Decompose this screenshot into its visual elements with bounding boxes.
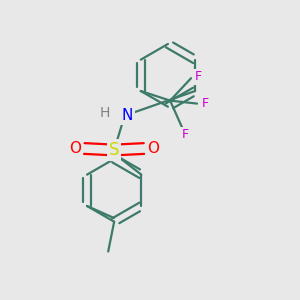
Text: F: F <box>195 70 202 83</box>
Text: F: F <box>202 97 209 110</box>
Text: H: H <box>100 106 110 120</box>
Text: F: F <box>182 128 189 142</box>
Text: O: O <box>147 141 159 156</box>
Text: O: O <box>69 141 81 156</box>
Text: S: S <box>109 141 119 159</box>
Text: N: N <box>122 108 133 123</box>
